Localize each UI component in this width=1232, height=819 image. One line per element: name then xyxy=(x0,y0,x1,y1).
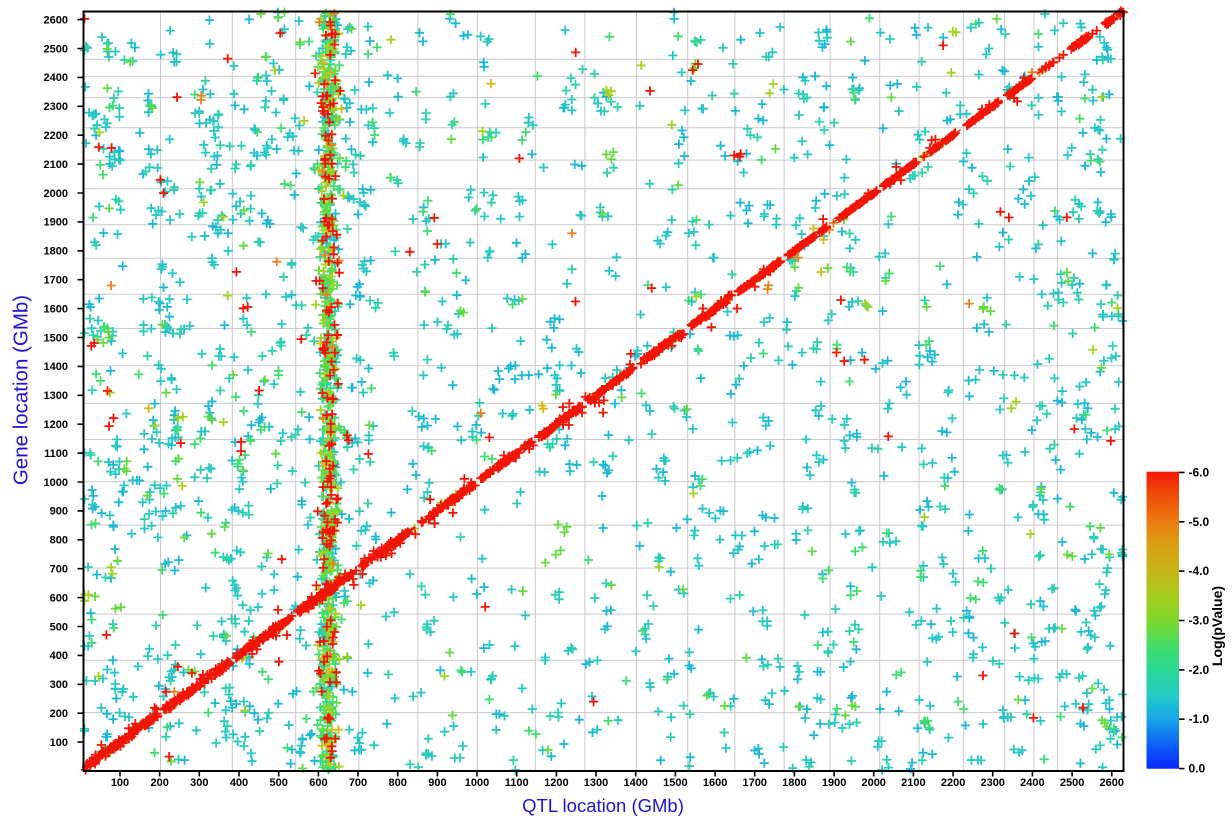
svg-text:700: 700 xyxy=(349,777,367,789)
svg-text:2400: 2400 xyxy=(1020,777,1044,789)
svg-text:100: 100 xyxy=(111,777,129,789)
svg-text:1600: 1600 xyxy=(44,303,68,315)
svg-text:1800: 1800 xyxy=(782,777,806,789)
svg-text:1600: 1600 xyxy=(703,777,727,789)
svg-text:-2.0: -2.0 xyxy=(1189,663,1210,677)
svg-text:200: 200 xyxy=(50,708,68,720)
svg-text:2000: 2000 xyxy=(44,188,68,200)
svg-text:2500: 2500 xyxy=(44,43,68,55)
svg-text:1000: 1000 xyxy=(44,477,68,489)
svg-text:400: 400 xyxy=(230,777,248,789)
svg-text:1300: 1300 xyxy=(584,777,608,789)
svg-text:1100: 1100 xyxy=(505,777,529,789)
svg-text:2100: 2100 xyxy=(901,777,925,789)
svg-text:900: 900 xyxy=(50,506,68,518)
svg-text:Log(pValue): Log(pValue) xyxy=(1209,586,1225,666)
svg-text:900: 900 xyxy=(428,777,446,789)
svg-text:700: 700 xyxy=(50,564,68,576)
svg-text:2600: 2600 xyxy=(44,14,68,26)
svg-text:1900: 1900 xyxy=(44,217,68,229)
svg-text:2200: 2200 xyxy=(44,130,68,142)
svg-text:600: 600 xyxy=(309,777,327,789)
svg-text:-4.0: -4.0 xyxy=(1189,564,1210,578)
svg-text:1500: 1500 xyxy=(663,777,687,789)
svg-text:2100: 2100 xyxy=(44,159,68,171)
svg-text:2400: 2400 xyxy=(44,72,68,84)
svg-text:-3.0: -3.0 xyxy=(1189,614,1210,628)
svg-text:Gene location (GMb): Gene location (GMb) xyxy=(10,295,33,485)
svg-text:1000: 1000 xyxy=(465,777,489,789)
svg-text:2500: 2500 xyxy=(1060,777,1084,789)
svg-text:800: 800 xyxy=(50,535,68,547)
svg-text:1700: 1700 xyxy=(44,275,68,287)
svg-text:1300: 1300 xyxy=(44,390,68,402)
svg-text:300: 300 xyxy=(50,679,68,691)
svg-text:2600: 2600 xyxy=(1100,777,1124,789)
svg-text:1200: 1200 xyxy=(44,419,68,431)
svg-text:2300: 2300 xyxy=(44,101,68,113)
svg-text:2300: 2300 xyxy=(980,777,1004,789)
svg-text:400: 400 xyxy=(50,650,68,662)
svg-text:300: 300 xyxy=(190,777,208,789)
svg-text:500: 500 xyxy=(270,777,288,789)
svg-text:800: 800 xyxy=(389,777,407,789)
svg-text:200: 200 xyxy=(151,777,169,789)
svg-text:500: 500 xyxy=(50,621,68,633)
svg-text:2000: 2000 xyxy=(861,777,885,789)
svg-text:QTL location (GMb): QTL location (GMb) xyxy=(522,795,684,816)
svg-text:1900: 1900 xyxy=(822,777,846,789)
svg-text:1400: 1400 xyxy=(44,361,68,373)
svg-text:1700: 1700 xyxy=(742,777,766,789)
svg-text:-1.0: -1.0 xyxy=(1189,712,1210,726)
svg-text:1400: 1400 xyxy=(623,777,647,789)
svg-text:2200: 2200 xyxy=(941,777,965,789)
svg-text:1200: 1200 xyxy=(544,777,568,789)
svg-text:1100: 1100 xyxy=(44,448,68,460)
svg-text:1800: 1800 xyxy=(44,246,68,258)
svg-text:-5.0: -5.0 xyxy=(1189,515,1210,529)
svg-text:-6.0: -6.0 xyxy=(1189,465,1210,479)
svg-text:1500: 1500 xyxy=(44,332,68,344)
svg-text:100: 100 xyxy=(50,737,68,749)
svg-text:600: 600 xyxy=(50,592,68,604)
svg-text:0.0: 0.0 xyxy=(1189,762,1206,776)
